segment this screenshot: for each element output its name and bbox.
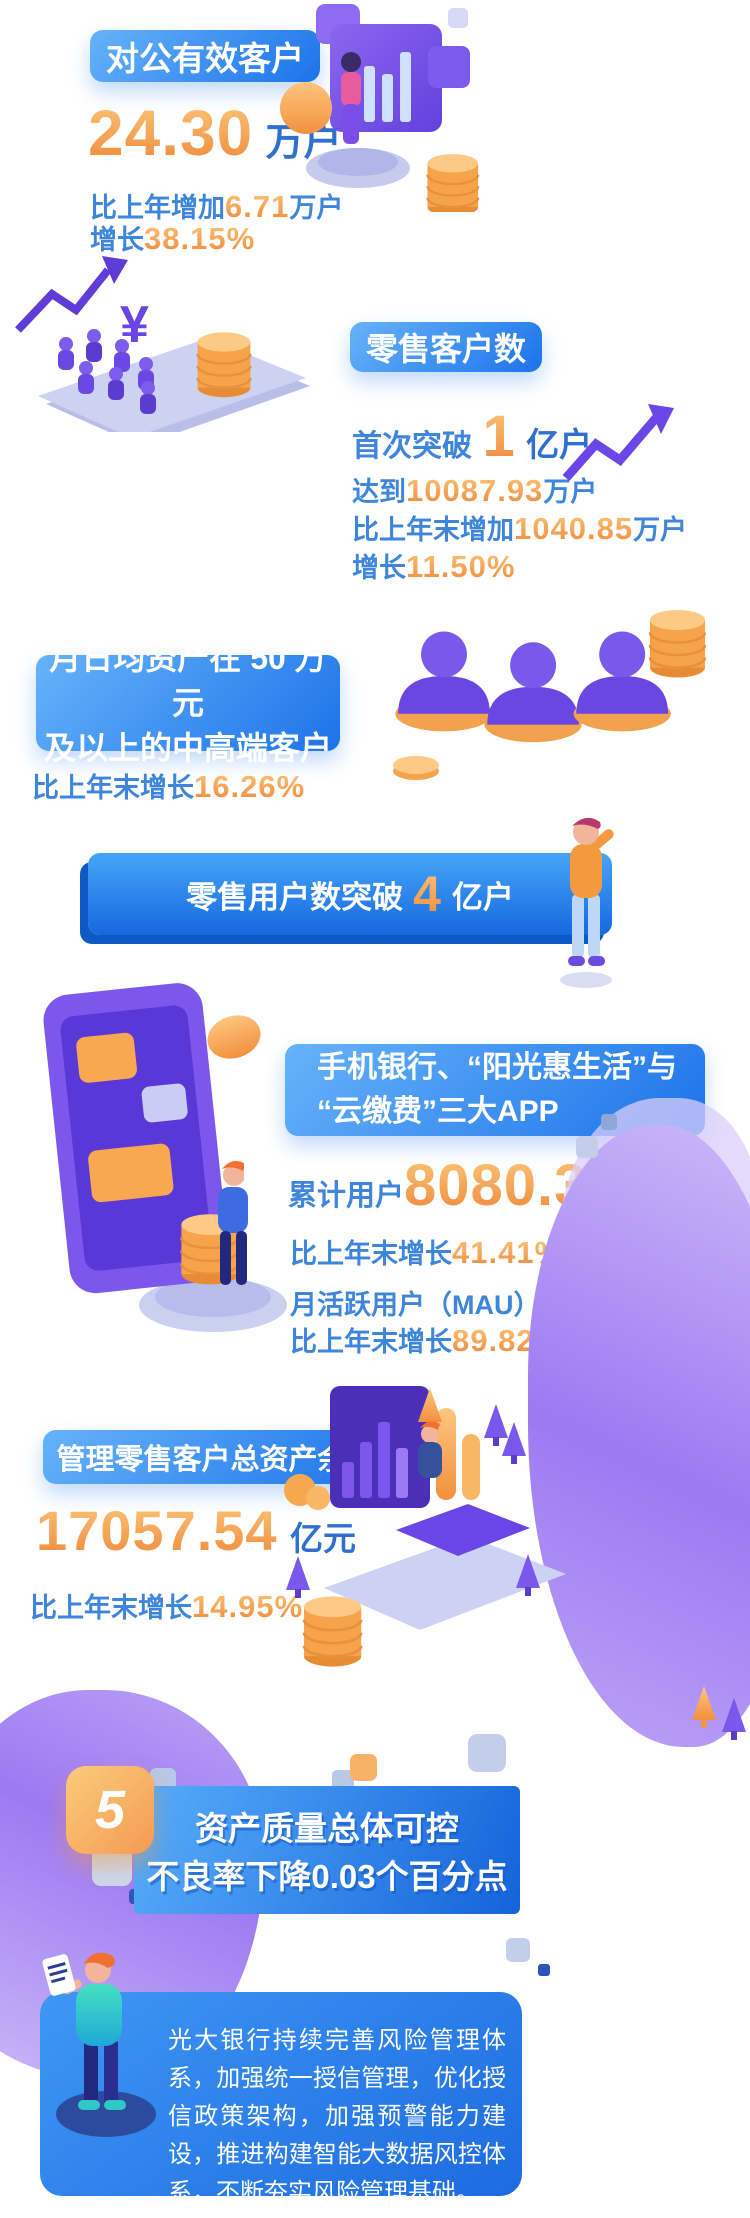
asset-quality-banner: 资产质量总体可控 不良率下降0.03个百分点 bbox=[134, 1786, 520, 1914]
badge-line1: 手机银行、“阳光惠生活”与 bbox=[317, 1051, 677, 1084]
badge-line2: 及以上的中高端客户 bbox=[43, 729, 332, 766]
banner-unit: 亿户 bbox=[451, 879, 514, 915]
hair-icon bbox=[84, 1952, 115, 1968]
reach-value: 10087.93 bbox=[406, 473, 544, 508]
add-prefix: 比上年末增加 bbox=[352, 515, 514, 545]
coin-stack-icon bbox=[648, 608, 707, 679]
crowd-illustration: ¥ bbox=[8, 246, 314, 446]
customer-bust-icon bbox=[484, 642, 582, 743]
deco-square bbox=[538, 1964, 550, 1976]
coin-stack-icon bbox=[302, 1595, 363, 1668]
hair-icon bbox=[572, 817, 601, 829]
retail-add-line: 比上年末增加1040.85万户 bbox=[352, 508, 687, 547]
apps-mau-rate-line: 比上年末增长89.82% bbox=[290, 1320, 563, 1359]
rate-value: 14.95% bbox=[192, 1589, 304, 1624]
tree-icon bbox=[722, 1698, 746, 1740]
apps-total-rate-line: 比上年末增长41.41% bbox=[290, 1232, 563, 1271]
corporate-growth-line: 比上年增加6.71万户 bbox=[90, 186, 343, 225]
reach-prefix: 达到 bbox=[352, 477, 406, 507]
smartphone-illustration bbox=[28, 975, 318, 1355]
growth-arrow-icon bbox=[15, 267, 112, 333]
asset-chart-illustration bbox=[278, 1378, 588, 1678]
section-number-badge: 5 bbox=[66, 1766, 154, 1854]
rate-value: 11.50% bbox=[406, 549, 516, 584]
add-value: 1040.85 bbox=[514, 511, 634, 546]
clipboard-icon bbox=[42, 1954, 76, 1996]
rate-prefix: 比上年末增长 bbox=[30, 1593, 192, 1623]
total-prefix: 累计用户 bbox=[288, 1180, 405, 1212]
rate-prefix: 比上年末增长 bbox=[290, 1239, 452, 1269]
person-illustration bbox=[218, 1159, 257, 1285]
break-prefix: 首次突破 bbox=[352, 430, 472, 463]
aum-value-line: 17057.54 亿元 bbox=[36, 1498, 356, 1563]
retail-reach-line: 达到10087.93万户 bbox=[352, 470, 597, 509]
deco-square bbox=[468, 1734, 506, 1772]
trees-illustration bbox=[690, 1682, 750, 1744]
growth-value: 6.71 bbox=[225, 189, 290, 224]
up-arrow-illustration bbox=[558, 398, 676, 494]
risk-paragraph: 光大银行持续完善风险管理体系，加强统一授信管理，优化授信政策架构，加强预警能力建… bbox=[168, 2027, 506, 2206]
break-value: 1 bbox=[482, 404, 516, 469]
tree-icon bbox=[286, 1556, 310, 1598]
person-illustration bbox=[341, 52, 361, 72]
deco-square bbox=[350, 1754, 377, 1781]
deco-square bbox=[506, 1938, 530, 1962]
deco-square bbox=[601, 1114, 617, 1130]
retail-users-banner: 零售用户数突破 4 亿户 bbox=[88, 853, 612, 935]
banner-line1: 资产质量总体可控 bbox=[195, 1810, 459, 1847]
coin-icon bbox=[280, 82, 332, 134]
tree-icon bbox=[484, 1404, 508, 1446]
customers-busts-illustration bbox=[390, 595, 720, 800]
badge-retail-customers: 零售客户数 bbox=[350, 322, 542, 372]
badge-line2: “云缴费”三大APP bbox=[317, 1095, 559, 1128]
rate-prefix: 增长 bbox=[352, 553, 406, 583]
banner-prefix: 零售用户数突破 bbox=[186, 879, 404, 915]
aum-unit: 亿元 bbox=[290, 1520, 357, 1557]
person-illustration bbox=[548, 810, 624, 990]
rate-prefix: 增长 bbox=[90, 225, 144, 255]
bar-chart-illustration bbox=[278, 0, 490, 218]
growth-unit: 万户 bbox=[289, 193, 344, 223]
midhigh-rate-line: 比上年末增长16.26% bbox=[32, 766, 305, 805]
coin-stack-icon bbox=[196, 331, 252, 399]
rate-value: 38.15% bbox=[144, 221, 256, 256]
corporate-value: 24.30 bbox=[88, 97, 254, 169]
laptop-icon bbox=[324, 1536, 566, 1630]
tree-icon bbox=[502, 1422, 526, 1464]
badge-line1: 月日均资产在 50 万元 bbox=[49, 639, 327, 721]
person-illustration bbox=[418, 1421, 442, 1478]
coin-stack-icon bbox=[426, 152, 480, 218]
corporate-rate-line: 增长38.15% bbox=[90, 218, 255, 257]
banner-value: 4 bbox=[413, 866, 442, 922]
badge-midhigh-customers: 月日均资产在 50 万元 及以上的中高端客户 bbox=[36, 640, 340, 766]
rate-prefix: 比上年末增长 bbox=[32, 773, 194, 803]
tree-icon bbox=[692, 1686, 716, 1728]
purple-tile-icon bbox=[428, 46, 470, 88]
mau-prefix: 月活跃用户（MAU） bbox=[290, 1290, 541, 1320]
reach-unit: 万户 bbox=[543, 477, 598, 507]
retail-rate-line: 增长11.50% bbox=[352, 546, 515, 585]
people-crowd-icon bbox=[58, 329, 156, 414]
customer-bust-icon bbox=[395, 631, 493, 732]
growth-prefix: 比上年增加 bbox=[90, 193, 225, 223]
deco-square bbox=[576, 1136, 598, 1158]
column-icon bbox=[436, 1408, 456, 1500]
rate-value: 16.26% bbox=[194, 769, 306, 804]
badge-corporate-customers: 对公有效客户 bbox=[90, 30, 320, 82]
retail-break-line: 首次突破 1 亿户 bbox=[352, 403, 592, 470]
aum-rate-line: 比上年末增长14.95% bbox=[30, 1586, 303, 1625]
banner-line2: 不良率下降0.03个百分点 bbox=[146, 1858, 508, 1895]
aum-value: 17057.54 bbox=[36, 1499, 278, 1562]
add-unit: 万户 bbox=[633, 515, 688, 545]
rate-prefix: 比上年末增长 bbox=[290, 1327, 452, 1357]
coin-icon bbox=[207, 1015, 261, 1059]
person-illustration bbox=[28, 1948, 158, 2148]
smartphone-icon bbox=[43, 983, 229, 1294]
arrow-head-icon bbox=[648, 404, 674, 434]
